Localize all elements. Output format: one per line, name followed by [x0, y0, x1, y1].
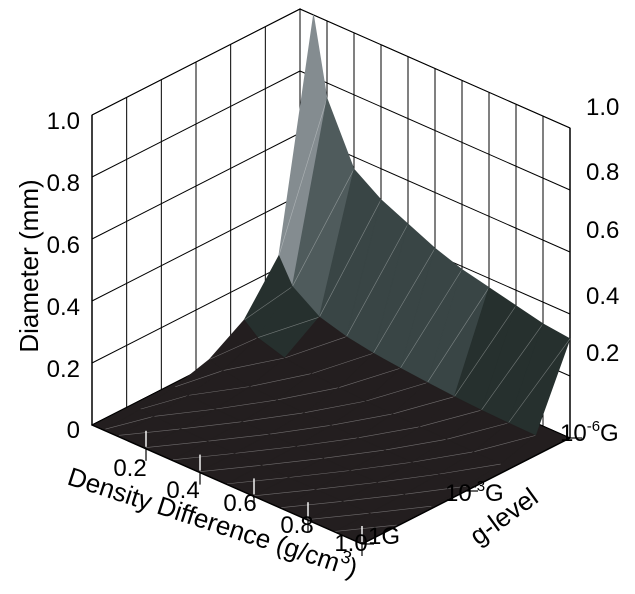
- y-axis-ticks: 1G 10-3G 10-6G: [368, 418, 619, 550]
- surface-hatch: [188, 386, 251, 396]
- surface-hatch: [315, 482, 378, 490]
- front-edge-y: [361, 437, 571, 545]
- y-tick-label: 10-6G: [560, 418, 619, 447]
- surface-hatch: [199, 464, 262, 472]
- z-tick-label-left: 0.6: [47, 232, 80, 259]
- z-axis-right-ticks: 0.2 0.4 0.6 0.8 1.0: [586, 94, 619, 367]
- surface-hatch: [307, 512, 370, 520]
- z-tick-label-left: 0.8: [47, 170, 80, 197]
- surface-hatch: [454, 305, 517, 397]
- z-tick-label-right: 0.4: [586, 283, 619, 310]
- y-tick-label: 10-3G: [445, 478, 504, 507]
- surface-hatch: [215, 399, 278, 410]
- surface-hatch: [234, 446, 297, 454]
- y-tick-exponent: -6: [587, 418, 600, 435]
- z-tick-label-right: 0.8: [586, 159, 619, 186]
- surface-hatch: [172, 453, 235, 461]
- y-tick-base: 10: [445, 480, 472, 507]
- z-tick-label-left: 0.4: [47, 294, 80, 321]
- surface-hatch: [226, 477, 289, 485]
- surface-hatch: [174, 370, 224, 388]
- z-tick-label-left: 0.2: [47, 356, 80, 383]
- x-tick-label: 0.4: [166, 477, 199, 504]
- surface-hatch: [346, 223, 409, 337]
- surface-hatch: [365, 382, 428, 402]
- front-edge-x: [91, 424, 363, 545]
- x-axis-ticks: 0.2 0.4 0.6 0.8 1.0: [113, 455, 367, 557]
- surface-hatch: [342, 493, 405, 502]
- surface-hatch: [242, 412, 305, 422]
- surface-hatch: [384, 439, 447, 451]
- x-tick-label: 1.0: [334, 530, 367, 557]
- surface-hatch: [180, 421, 243, 430]
- surface-hatch: [438, 463, 501, 475]
- surface-hatch: [278, 98, 328, 256]
- surface-hatch: [261, 457, 324, 466]
- surface-mesh: [104, 14, 571, 544]
- surface-hatch: [377, 473, 440, 483]
- surface-hatch: [508, 338, 571, 424]
- y-tick-unit: G: [485, 480, 504, 507]
- surface-hatch: [334, 524, 397, 532]
- z-tick-label-right: 0.6: [586, 217, 619, 244]
- surface-hatch: [427, 287, 490, 383]
- surface-hatch: [222, 357, 285, 371]
- z-axis-title: Diameter (mm): [14, 179, 44, 352]
- y-tick-label: 1G: [368, 523, 400, 550]
- surface-hatch: [257, 316, 320, 338]
- surface-hatch: [411, 451, 474, 463]
- surface-hatch: [269, 425, 332, 435]
- surface-hatch: [303, 400, 366, 414]
- z-tick-label-left: 1.0: [47, 108, 80, 135]
- y-tick-label-1g: 1G: [368, 523, 400, 550]
- surface-hatch: [319, 199, 382, 318]
- surface-hatch: [404, 486, 467, 495]
- surface-hatch: [400, 269, 463, 369]
- x-tick-label: 0.8: [280, 512, 313, 539]
- surface-hatch: [473, 435, 536, 453]
- surface-hatch: [419, 409, 482, 428]
- surface-hatch: [118, 428, 181, 436]
- y-tick-base: 10: [560, 420, 587, 447]
- z-tick-label-right: 0.2: [586, 340, 619, 367]
- z-axis-left-ticks: 0 0.2 0.4 0.6 0.8 1.0: [47, 108, 80, 444]
- surface-hatch: [284, 336, 347, 359]
- surface-hatch: [288, 470, 351, 478]
- surface-hatch: [481, 323, 544, 411]
- surface-hatch: [311, 352, 374, 374]
- surface-hatch: [280, 500, 343, 508]
- surface-hatch: [392, 396, 455, 415]
- x-tick-label: 0.6: [223, 490, 256, 517]
- surface-hatch: [338, 367, 401, 388]
- surface-hatch: [105, 416, 154, 430]
- y-tick-exponent: -3: [472, 478, 485, 495]
- surface-hatch: [373, 248, 436, 354]
- surface-hatch: [153, 408, 216, 417]
- surface-hatch: [350, 461, 413, 471]
- surface-hatch: [140, 395, 189, 410]
- z-tick-label-right: 1.0: [586, 94, 619, 121]
- axis-ticks: [91, 424, 582, 556]
- surface-hatch: [253, 489, 316, 497]
- surface-hatch: [249, 373, 312, 387]
- surface-hatch: [330, 413, 393, 426]
- z-tick-label-left: 0: [67, 417, 80, 444]
- surface-hatch: [276, 387, 339, 401]
- x-tick-label: 0.2: [113, 455, 146, 482]
- surface-hatch: [323, 449, 386, 459]
- surface-hatch: [446, 422, 509, 440]
- surface-hatch: [207, 433, 270, 442]
- surface-hatch: [369, 505, 432, 514]
- surface-hatch: [296, 437, 359, 447]
- y-tick-unit: G: [600, 420, 619, 447]
- surface-hatch: [292, 169, 355, 287]
- surface-hatch: [209, 337, 258, 360]
- surface-hatch: [357, 426, 420, 439]
- surface-hatch: [145, 440, 208, 448]
- surface-hatch: [243, 286, 293, 321]
